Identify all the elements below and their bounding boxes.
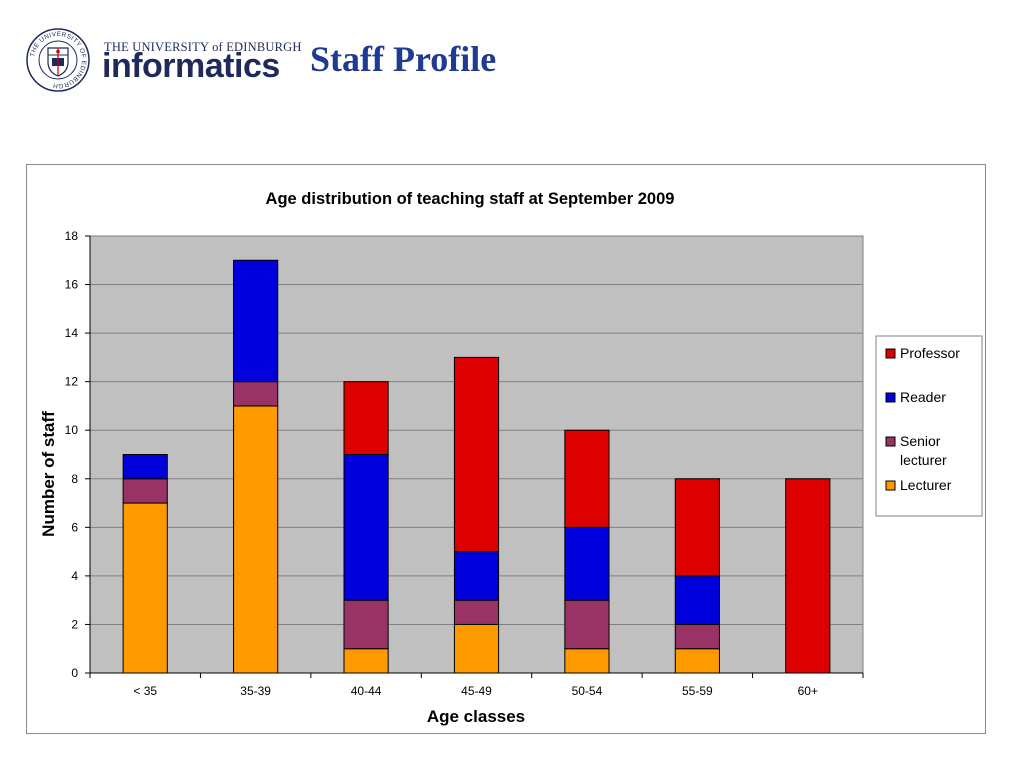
legend: Professor Reader Senior lecturer Lecturer [875,335,983,517]
y-tick-label: 14 [65,326,79,340]
bar-segment-reader [233,259,279,383]
bars [122,259,831,674]
y-tick-label: 10 [65,423,79,437]
x-tick-label: < 35 [133,684,157,698]
bar-segment-reader [674,575,720,625]
bar-segment-reader [122,454,168,480]
x-tick-label: 55-59 [682,684,713,698]
bar-segment-senior-lecturer [233,381,279,407]
bar-segment-senior-lecturer [343,599,389,650]
legend-label-lecturer: Lecturer [900,477,952,493]
bar-segment-lecturer [453,623,500,674]
y-tick-label: 6 [71,520,78,534]
legend-label-senior-lecturer: Senior lecturer [900,433,947,468]
y-tick-label: 18 [65,229,79,243]
bar-segment-lecturer [564,648,610,674]
informatics-wordmark: informatics [102,47,280,85]
bar-segment-reader [343,454,389,601]
bar-segment-reader [564,526,610,601]
y-tick-label: 0 [71,666,78,680]
legend-label-professor: Professor [900,345,960,361]
y-tick-label: 16 [65,278,79,292]
university-seal-icon: THE UNIVERSITY OF EDINBURGH [26,28,90,92]
bar-segment-professor [785,478,831,674]
slide-header: THE UNIVERSITY OF EDINBURGH THE UNIVERSI… [0,0,1024,130]
legend-label-reader: Reader [900,389,946,405]
x-tick-label: 35-39 [240,684,271,698]
x-tick-label: 45-49 [461,684,492,698]
y-axis-title: Number of staff [39,411,58,537]
legend-swatch-lecturer [885,480,896,491]
bar-segment-professor [343,381,389,456]
axes: 0 2 4 6 8 10 12 14 16 18 < 35 35-39 40-44 45-49 50-54 5… [65,229,864,698]
bar-segment-lecturer [674,648,720,674]
bar-segment-senior-lecturer [453,599,500,625]
bar-segment-professor [453,356,500,553]
bar-segment-senior-lecturer [674,623,720,650]
stacked-bar-chart: Age distribution of teaching staff at Se… [39,190,983,726]
bar-segment-lecturer [233,405,279,674]
x-tick-label: 60+ [798,684,818,698]
y-tick-label: 12 [65,375,79,389]
legend-swatch-senior-lecturer [885,436,896,447]
y-tick-label: 4 [71,569,78,583]
y-tick-label: 8 [71,472,78,486]
bar-segment-reader [453,551,500,601]
y-tick-label: 2 [71,617,78,631]
x-tick-label: 50-54 [572,684,603,698]
chart-title: Age distribution of teaching staff at Se… [266,190,675,208]
bar-segment-professor [674,478,720,577]
page-title: Staff Profile [310,39,497,79]
bar-segment-lecturer [122,502,168,674]
bar-segment-lecturer [343,648,389,674]
bar-segment-professor [564,429,610,528]
x-axis-title: Age classes [427,707,525,726]
bar-segment-senior-lecturer [122,478,168,504]
bar-segment-senior-lecturer [564,599,610,650]
legend-swatch-reader [885,392,896,403]
legend-swatch-professor [885,348,896,359]
x-tick-label: 40-44 [351,684,382,698]
university-wordmark: THE UNIVERSITY of EDINBURGH [104,40,302,54]
